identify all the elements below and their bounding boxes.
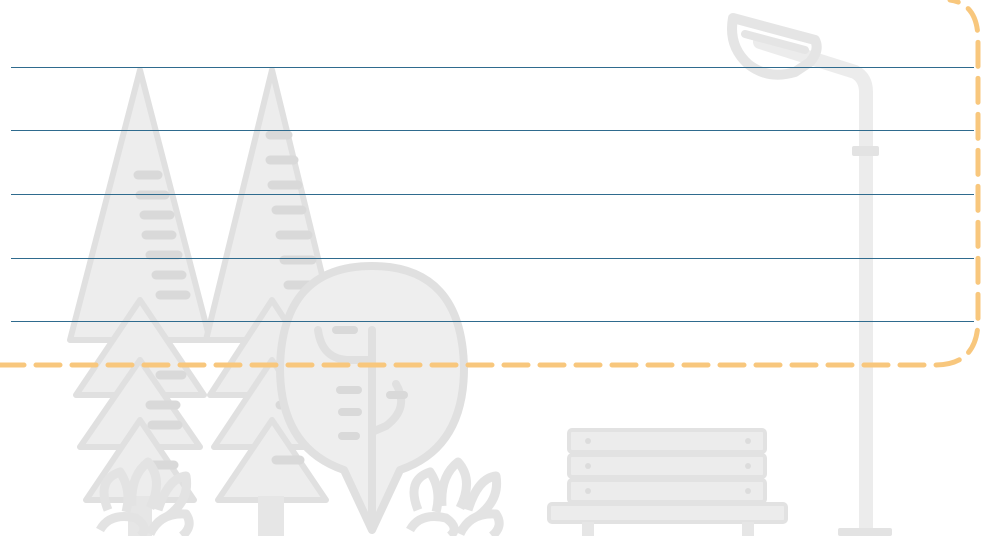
bush-icon [406,457,504,536]
bush-icon [96,457,194,536]
pine-tree-icon [203,67,341,536]
park-bench-icon [547,428,788,536]
notepad-dashed-border [0,0,981,368]
street-lamp-icon [727,13,892,536]
round-tree-icon [276,262,468,534]
